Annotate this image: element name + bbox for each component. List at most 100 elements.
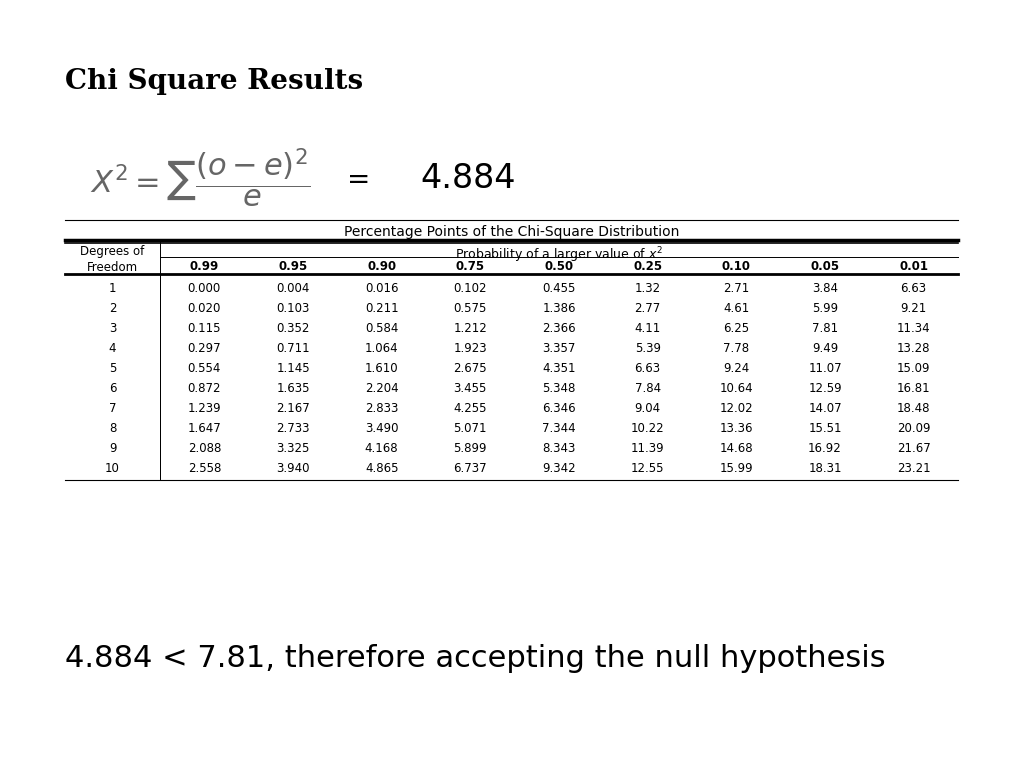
Text: 2.366: 2.366 [542,322,575,335]
Text: 9.49: 9.49 [812,342,838,355]
Text: 2.558: 2.558 [187,462,221,475]
Text: 0.10: 0.10 [722,260,751,273]
Text: 14.68: 14.68 [720,442,753,455]
Text: 1.923: 1.923 [454,342,487,355]
Text: 1.610: 1.610 [365,362,398,375]
Text: 6.63: 6.63 [900,282,927,294]
Text: 9: 9 [109,442,117,455]
Text: 0.25: 0.25 [633,260,663,273]
Text: 0.297: 0.297 [187,342,221,355]
Text: 5.99: 5.99 [812,302,838,315]
Text: $X^2 = \sum\dfrac{(o-e)^2}{e}$: $X^2 = \sum\dfrac{(o-e)^2}{e}$ [90,147,310,210]
Text: 0.102: 0.102 [454,282,487,294]
Text: 0.016: 0.016 [365,282,398,294]
Text: 11.34: 11.34 [897,322,931,335]
Text: 18.31: 18.31 [808,462,842,475]
Text: 0.004: 0.004 [276,282,309,294]
Text: 4.61: 4.61 [723,302,750,315]
Text: 3.357: 3.357 [543,342,575,355]
Text: 7.84: 7.84 [635,382,660,395]
Text: 2.167: 2.167 [276,402,310,415]
Text: 0.554: 0.554 [187,362,221,375]
Text: 15.09: 15.09 [897,362,931,375]
Text: 0.01: 0.01 [899,260,928,273]
Text: 6.25: 6.25 [723,322,750,335]
Text: 0.711: 0.711 [276,342,310,355]
Text: 13.28: 13.28 [897,342,931,355]
Text: 5.899: 5.899 [454,442,487,455]
Text: 2: 2 [109,302,117,315]
Text: 2.733: 2.733 [276,422,309,435]
Text: 1.386: 1.386 [543,302,575,315]
Text: 0.575: 0.575 [454,302,487,315]
Text: 11.39: 11.39 [631,442,665,455]
Text: 12.59: 12.59 [808,382,842,395]
Text: 4.351: 4.351 [543,362,575,375]
Text: 1.647: 1.647 [187,422,221,435]
Text: 0.455: 0.455 [543,282,575,294]
Text: 12.02: 12.02 [720,402,753,415]
Text: 3: 3 [109,322,116,335]
Text: 16.81: 16.81 [897,382,931,395]
Text: 2.71: 2.71 [723,282,750,294]
Text: 8.343: 8.343 [543,442,575,455]
Text: 18.48: 18.48 [897,402,931,415]
Text: 0.872: 0.872 [187,382,221,395]
Text: 7: 7 [109,402,117,415]
Text: 7.344: 7.344 [542,422,575,435]
Text: 0.50: 0.50 [545,260,573,273]
Text: 9.04: 9.04 [635,402,660,415]
Text: 9.21: 9.21 [900,302,927,315]
Text: 11.07: 11.07 [808,362,842,375]
Text: 8: 8 [109,422,116,435]
Text: 0.90: 0.90 [368,260,396,273]
Text: 4.865: 4.865 [365,462,398,475]
Text: 0.211: 0.211 [365,302,398,315]
Text: 4.255: 4.255 [454,402,487,415]
Text: 9.342: 9.342 [542,462,575,475]
Text: 14.07: 14.07 [808,402,842,415]
Text: 0.95: 0.95 [279,260,307,273]
Text: 4.11: 4.11 [635,322,660,335]
Text: 5.071: 5.071 [454,422,487,435]
Text: 6.737: 6.737 [454,462,487,475]
Text: 4.168: 4.168 [365,442,398,455]
Text: 10: 10 [105,462,120,475]
Text: 0.000: 0.000 [187,282,221,294]
Text: 2.833: 2.833 [365,402,398,415]
Text: 4.884: 4.884 [420,161,515,194]
Text: 3.455: 3.455 [454,382,487,395]
Text: 6.63: 6.63 [635,362,660,375]
Text: 0.05: 0.05 [810,260,840,273]
Text: 2.77: 2.77 [635,302,660,315]
Text: 1.32: 1.32 [635,282,660,294]
Text: 0.584: 0.584 [365,322,398,335]
Text: 1.064: 1.064 [365,342,398,355]
Text: 3.84: 3.84 [812,282,838,294]
Text: 1.635: 1.635 [276,382,309,395]
Text: 2.204: 2.204 [365,382,398,395]
Text: 2.675: 2.675 [454,362,487,375]
Text: 2.088: 2.088 [187,442,221,455]
Text: 5.39: 5.39 [635,342,660,355]
Text: Probability of a larger value of $x^2$: Probability of a larger value of $x^2$ [455,245,663,265]
Text: 0.115: 0.115 [187,322,221,335]
Text: 7.78: 7.78 [723,342,750,355]
Text: 3.940: 3.940 [276,462,309,475]
Text: 20.09: 20.09 [897,422,931,435]
Text: 0.75: 0.75 [456,260,485,273]
Text: 16.92: 16.92 [808,442,842,455]
Text: 21.67: 21.67 [897,442,931,455]
Text: Percentage Points of the Chi-Square Distribution: Percentage Points of the Chi-Square Dist… [344,225,679,239]
Text: 1: 1 [109,282,117,294]
Text: 15.99: 15.99 [720,462,753,475]
Text: 1.145: 1.145 [276,362,310,375]
Text: 9.24: 9.24 [723,362,750,375]
Text: 5.348: 5.348 [543,382,575,395]
Text: 0.99: 0.99 [189,260,219,273]
Text: 4: 4 [109,342,117,355]
Text: $=$: $=$ [341,164,369,192]
Text: 23.21: 23.21 [897,462,931,475]
Text: 0.103: 0.103 [276,302,309,315]
Text: Degrees of
Freedom: Degrees of Freedom [80,245,144,274]
